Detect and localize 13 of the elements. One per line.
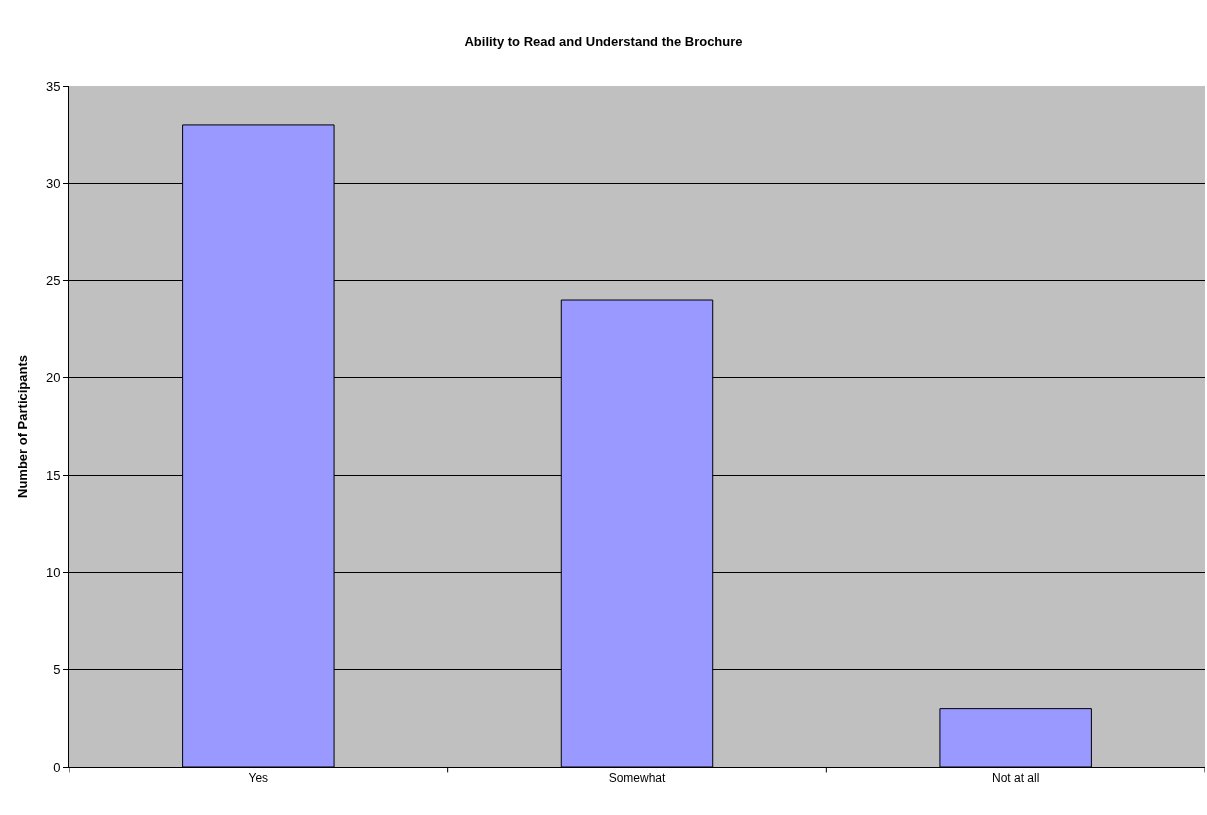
y-tick-label: 10 [45,564,61,580]
y-tick-label: 30 [45,175,61,191]
y-tick-label: 15 [45,467,61,483]
y-tick-label: 20 [45,370,61,386]
y-tick-label: 25 [45,273,61,289]
y-tick-label: 35 [45,78,61,94]
y-tick-label: 0 [53,759,61,775]
y-tick-label: 5 [53,662,61,678]
y-axis-title: Number of Participants [14,354,30,499]
x-tick-label: Yes [248,771,269,786]
x-tick-label: Somewhat [608,771,667,786]
chart-title: Ability to Read and Understand the Brochure [464,33,743,49]
x-tick-label: Not at all [991,771,1040,786]
